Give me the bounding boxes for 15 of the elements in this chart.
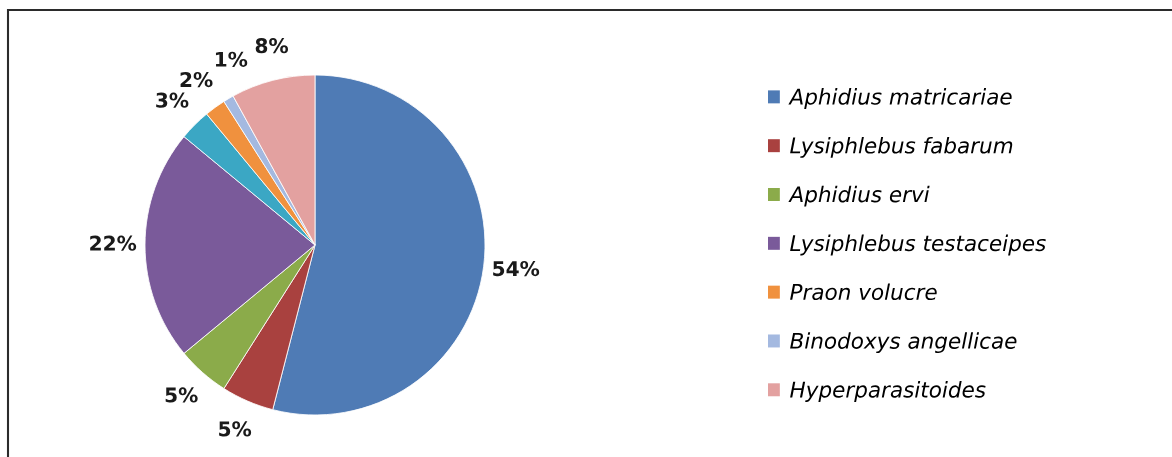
data-label: 8% (255, 38, 289, 54)
data-label: 2% (180, 71, 213, 88)
legend-label: Aphidius ervi (788, 185, 930, 207)
data-label: 5% (219, 421, 252, 437)
data-label: 3% (156, 92, 189, 108)
legend-label: Lysiphlebus fabarum (790, 136, 1013, 158)
data-label: 5% (165, 387, 198, 403)
legend-label: Hyperparasitoides (790, 381, 986, 402)
data-label: 1% (215, 51, 248, 67)
data-label: 54% (493, 260, 540, 277)
data-label: 22% (90, 235, 137, 251)
legend-label: Lysiphlebus testaceipes (790, 234, 1046, 256)
legend-label: Aphidius matricariae (788, 88, 1012, 109)
legend-label: Praon volucre (790, 283, 937, 301)
legend-label: Binodoxys angellicae (790, 332, 1017, 354)
